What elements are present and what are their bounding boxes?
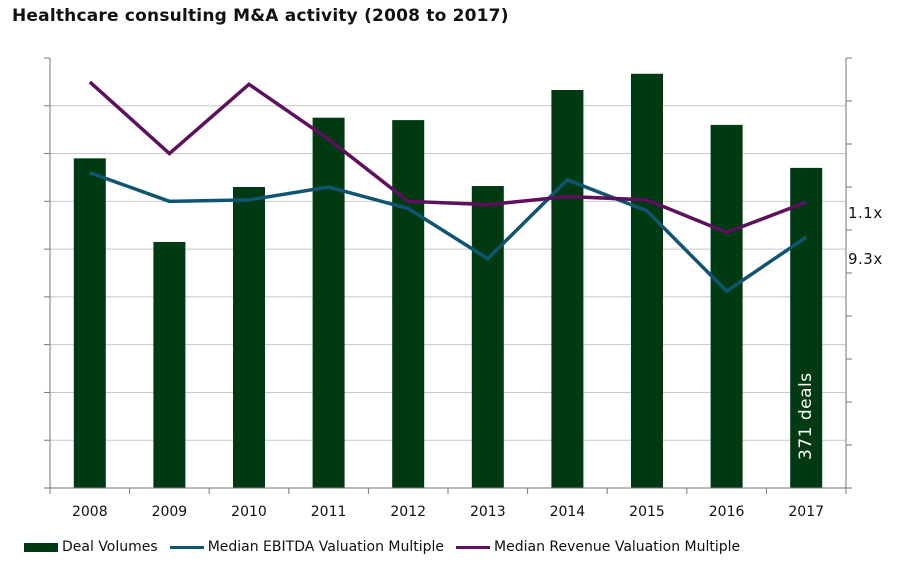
x-tick-label: 2009 [152, 504, 188, 520]
bar-2017 [790, 167, 823, 488]
revenue-end-label: 1.1x [848, 204, 883, 222]
x-tick-label: 2013 [470, 504, 506, 520]
deals-count-label: 371 deals [796, 372, 816, 460]
legend-label: Deal Volumes [62, 539, 158, 555]
x-tick-label: 2008 [72, 504, 108, 520]
x-tick-label: 2015 [629, 504, 665, 520]
bar-2008 [73, 158, 106, 489]
bar-2010 [233, 187, 265, 488]
bar-2009 [153, 241, 186, 488]
legend-item-ebitda: Median EBITDA Valuation Multiple [169, 539, 445, 555]
x-tick-label: 2017 [788, 504, 824, 520]
legend-label: Median EBITDA Valuation Multiple [207, 539, 445, 555]
line-ebitda [89, 171, 808, 294]
line-revenue [88, 80, 807, 235]
line-series [88, 80, 808, 294]
bar-2014 [551, 90, 584, 488]
bar-2016 [710, 124, 743, 488]
legend-swatch-line [456, 545, 491, 549]
bar-series [73, 73, 823, 489]
bar-2012 [392, 120, 425, 488]
x-tick-label: 2011 [311, 504, 347, 520]
bar-2011 [312, 117, 345, 488]
legend-label: Median Revenue Valuation Multiple [494, 539, 741, 555]
axes [49, 58, 847, 494]
ebitda-end-label: 9.3x [848, 250, 883, 268]
tick-labels: 2008 2009 2010 2011 2012 2013 2014 2015 2016 2017 [72, 504, 824, 520]
x-tick-label: 2014 [550, 504, 586, 520]
legend-item-deal-volumes: Deal Volumes [24, 539, 158, 555]
x-tick-label: 2016 [709, 504, 745, 520]
legend-item-revenue: Median Revenue Valuation Multiple [456, 539, 740, 555]
chart-title: Healthcare consulting M&A activity (2008… [12, 6, 509, 26]
bar-2015 [631, 73, 663, 489]
bar-2013 [471, 186, 504, 489]
combo-chart: 2008 2009 2010 2011 2012 2013 2014 2015 2016 2017… [44, 57, 883, 520]
x-tick-label: 2012 [390, 504, 426, 520]
legend-swatch-line [169, 545, 204, 549]
legend-swatch-bar [24, 542, 58, 552]
x-tick-label: 2010 [231, 504, 267, 520]
legend: Deal Volumes Median EBITDA Valuation Mul… [24, 539, 752, 555]
